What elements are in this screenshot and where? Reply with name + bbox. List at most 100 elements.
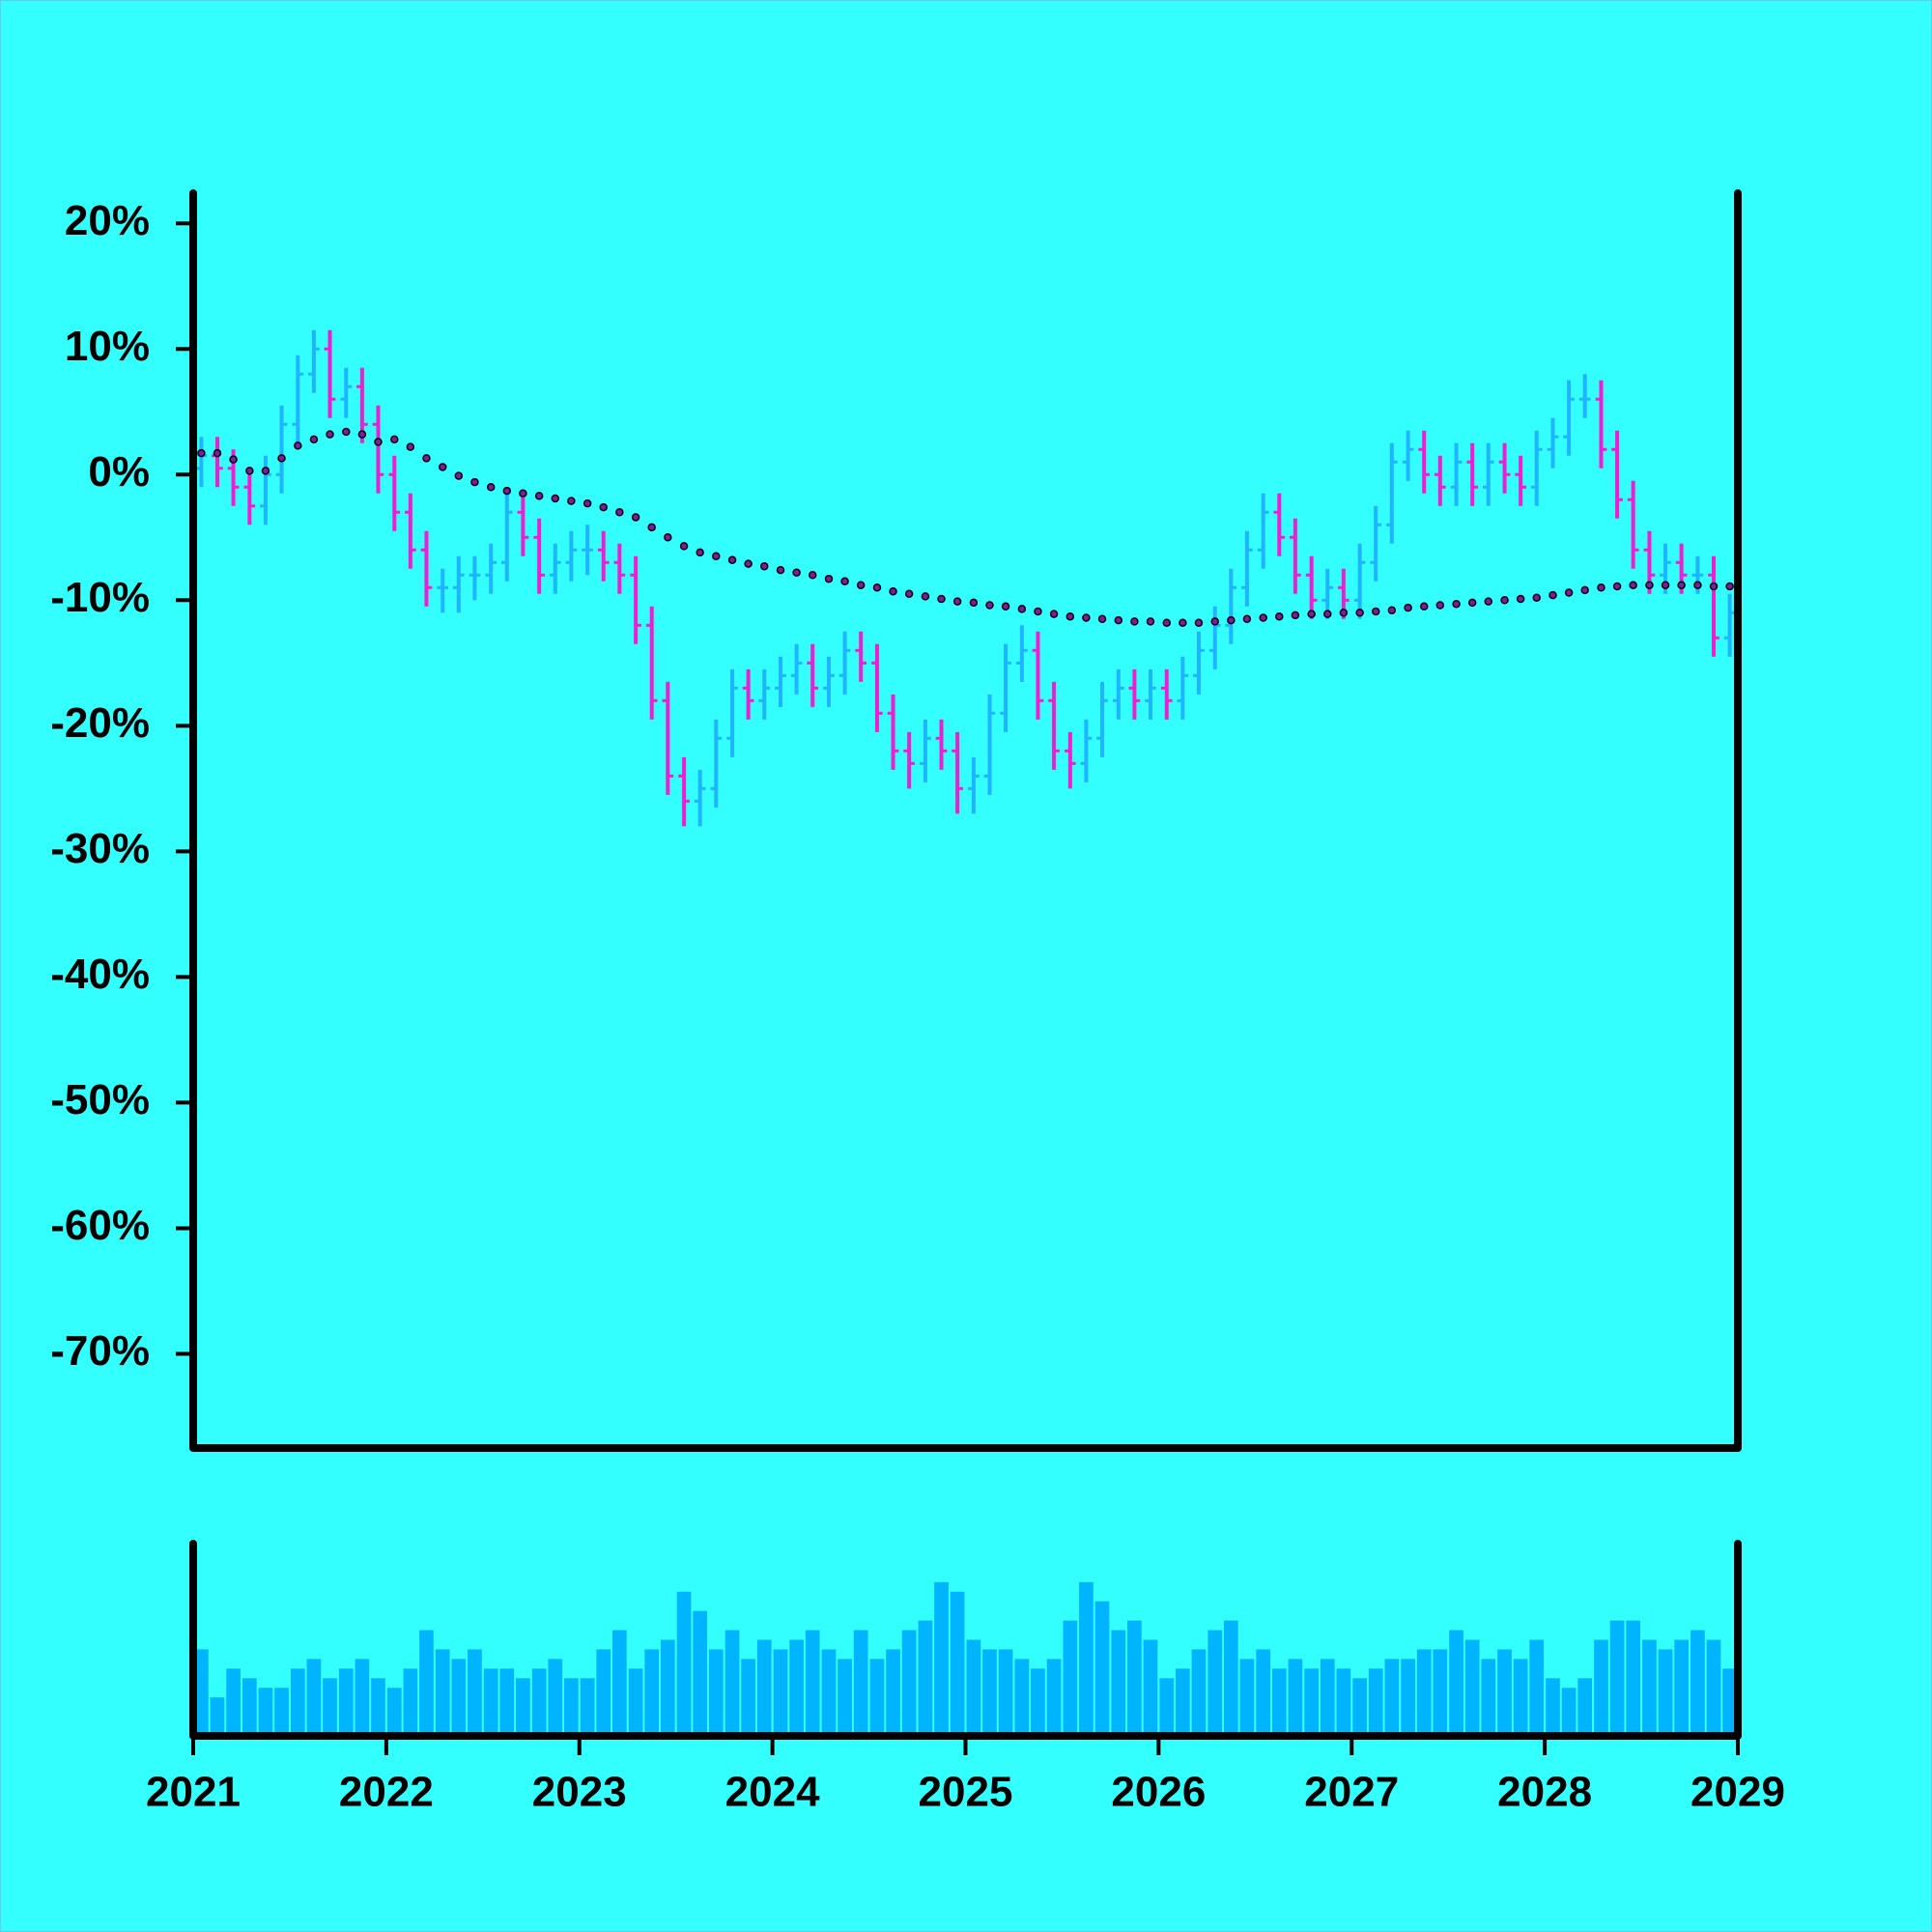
moving-average-dot (213, 448, 222, 458)
x-tick-label: 2023 (532, 1769, 627, 1816)
moving-average-dot (567, 497, 576, 505)
volume-bar (1577, 1678, 1593, 1736)
moving-average-dot (969, 598, 979, 608)
moving-average-dot (374, 438, 383, 446)
volume-bar (1352, 1678, 1367, 1736)
volume-bar (1706, 1639, 1721, 1736)
volume-bar (291, 1668, 305, 1736)
moving-average-dot (1709, 582, 1719, 591)
volume-bar (1449, 1630, 1463, 1736)
volume-bar (741, 1659, 755, 1736)
moving-average-dot (921, 592, 930, 601)
x-tick-label: 2026 (1111, 1769, 1206, 1816)
y-tick-label: -10% (50, 574, 150, 621)
volume-bar (1143, 1639, 1158, 1736)
volume-bar (950, 1591, 965, 1736)
moving-average-dot (856, 581, 866, 589)
volume-bar (838, 1659, 852, 1736)
x-tick-label: 2024 (725, 1769, 820, 1816)
moving-average-dot (1467, 598, 1477, 608)
x-tick-label: 2029 (1690, 1769, 1785, 1816)
y-tick-label: -40% (50, 951, 150, 998)
y-tick-label: -50% (50, 1076, 150, 1123)
moving-average-dot (1419, 602, 1429, 611)
price-frame (189, 189, 1742, 1452)
volume-bar (1690, 1630, 1705, 1736)
moving-average-dot (1629, 581, 1637, 589)
volume-bar (451, 1659, 467, 1736)
volume-bar (1079, 1581, 1094, 1736)
moving-average-dot (1516, 594, 1525, 604)
moving-average-dot (1049, 610, 1059, 618)
volume-bar (1224, 1620, 1238, 1736)
moving-average-dot (904, 589, 914, 599)
moving-average-dot (1259, 613, 1267, 622)
volume-bar (386, 1688, 402, 1736)
volume-bar (1014, 1659, 1030, 1736)
moving-average-dot (197, 448, 206, 458)
moving-average-dot (744, 559, 753, 568)
moving-average-dot (1307, 610, 1316, 618)
volume-bar (564, 1678, 579, 1736)
volume-bar (708, 1649, 724, 1736)
moving-average-dot (1130, 617, 1139, 626)
volume-bar (1401, 1659, 1415, 1736)
volume-bar (1513, 1659, 1528, 1736)
volume-bar (1497, 1649, 1512, 1736)
moving-average-dot (631, 513, 640, 522)
moving-average-dot (1065, 611, 1075, 621)
x-tick-label: 2022 (339, 1769, 434, 1816)
volume-bar (1594, 1639, 1608, 1736)
volume-bar (1674, 1639, 1689, 1736)
moving-average-dot (1194, 618, 1204, 627)
moving-average-dot (229, 455, 238, 464)
moving-average-dot (1034, 607, 1042, 616)
volume-bar (853, 1630, 868, 1736)
volume-bar (789, 1639, 804, 1736)
volume-bar (1046, 1659, 1062, 1736)
moving-average-dot (1162, 618, 1172, 627)
volume-bar (516, 1678, 530, 1736)
volume-bar (323, 1678, 337, 1736)
moving-average-dot (1275, 611, 1284, 621)
moving-average-dot (727, 555, 737, 564)
moving-average-dot (454, 471, 464, 480)
volume-bar (371, 1678, 385, 1736)
volume-bar (531, 1668, 547, 1736)
moving-average-dot (679, 542, 689, 551)
moving-average-dot (1323, 610, 1332, 618)
volume-bar (194, 1649, 209, 1736)
volume-bar (419, 1630, 434, 1736)
volume-bar (628, 1668, 643, 1736)
moving-average-dot (582, 498, 592, 508)
moving-average-dot (1597, 583, 1605, 592)
volume-bar (580, 1678, 595, 1736)
moving-average-dot (889, 586, 897, 596)
volume-bar (1176, 1668, 1190, 1736)
y-tick-label: -30% (50, 825, 150, 872)
moving-average-dot (1017, 605, 1027, 613)
moving-average-dot (326, 430, 334, 439)
moving-average-dot (1291, 611, 1300, 620)
volume-bar (1288, 1659, 1303, 1736)
volume-bar (468, 1649, 482, 1736)
volume-bar (966, 1639, 981, 1736)
volume-bar (934, 1581, 949, 1736)
moving-average-dot (470, 477, 479, 487)
moving-average-dot (1355, 609, 1364, 617)
moving-average-dot (357, 430, 367, 439)
volume-bar (1658, 1649, 1673, 1736)
x-tick-label: 2021 (146, 1769, 241, 1816)
volume-bar (1159, 1678, 1175, 1736)
moving-average-dot (1677, 581, 1686, 589)
moving-average-dot (647, 523, 656, 532)
moving-average-dot (599, 502, 608, 512)
moving-average-dot (406, 442, 415, 451)
moving-average-dot (1146, 617, 1155, 626)
moving-average-dot (1645, 581, 1654, 589)
y-tick-label: -20% (50, 699, 150, 747)
volume-bar (403, 1668, 418, 1736)
volume-bar (258, 1688, 273, 1736)
moving-average-dot (294, 441, 302, 450)
